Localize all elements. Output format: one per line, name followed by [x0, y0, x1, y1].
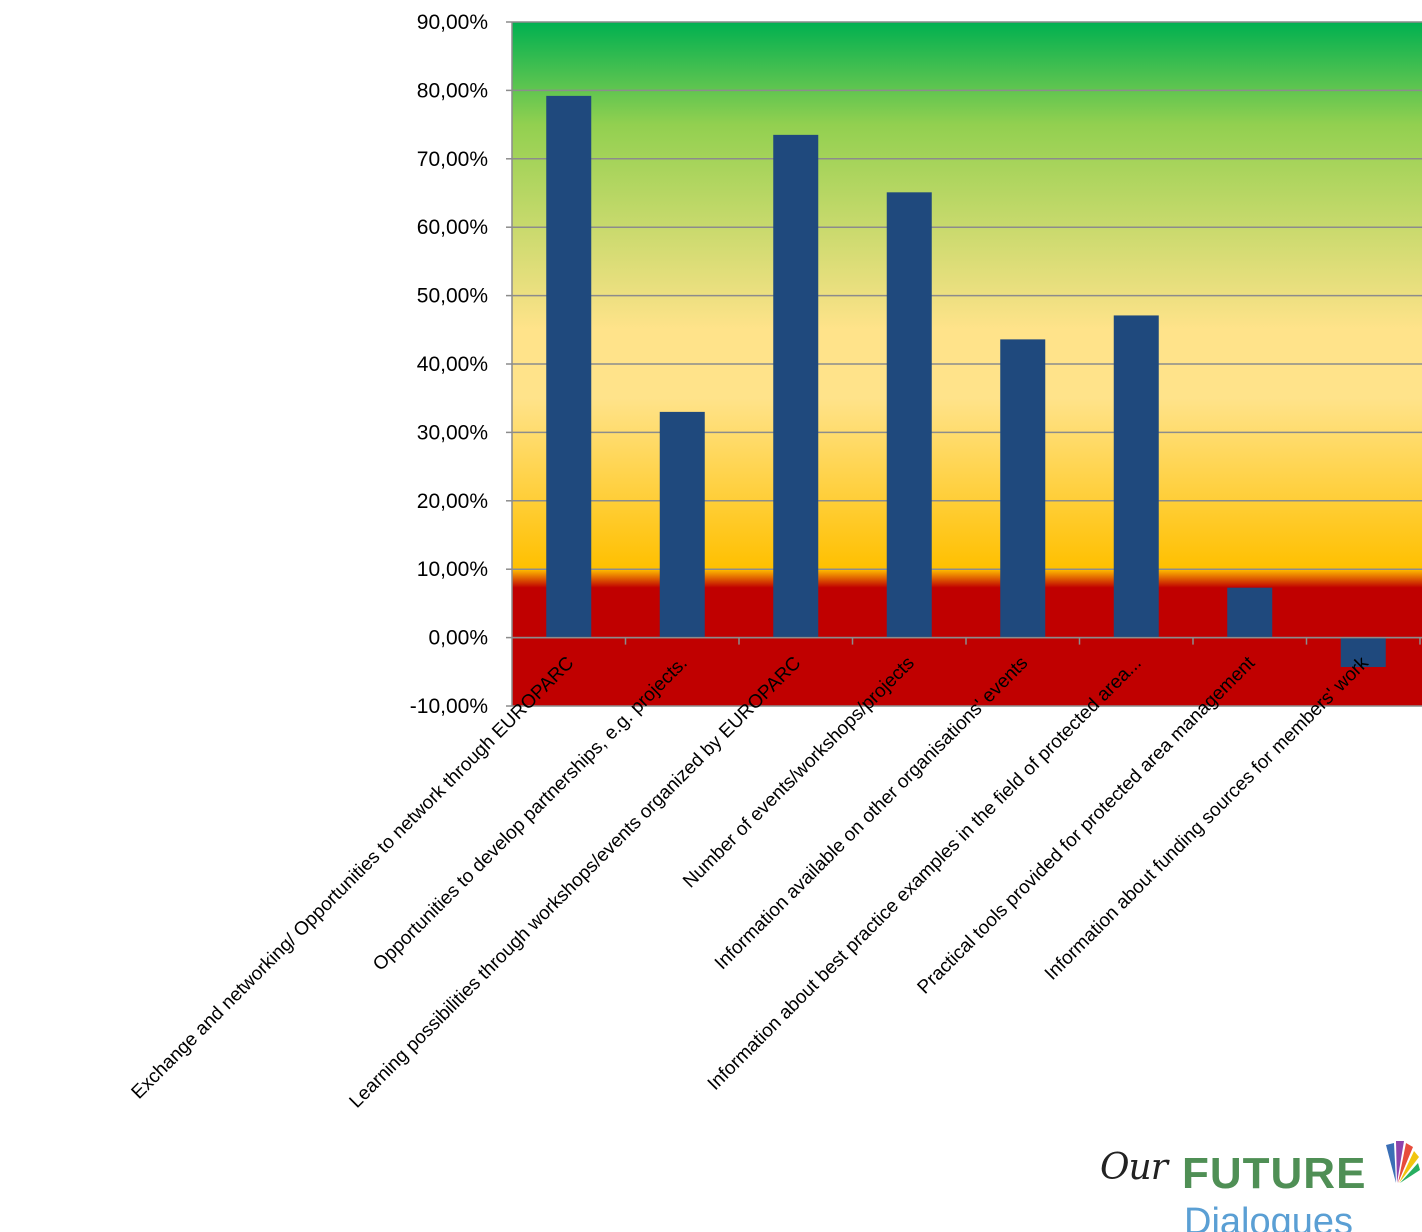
logo-our-text: Our — [1100, 1147, 1168, 1188]
bar — [659, 411, 705, 638]
bar — [1113, 315, 1159, 638]
y-tick-label: 10,00% — [417, 558, 488, 581]
y-tick-label: -10,00% — [410, 695, 488, 718]
logo-future-text: FUTURE — [1182, 1149, 1367, 1198]
y-tick-label: 20,00% — [417, 490, 488, 513]
y-tick-label: 90,00% — [417, 11, 488, 34]
x-tick-label: Learning possibilities through workshops… — [346, 653, 806, 1113]
y-tick-label: 40,00% — [417, 353, 488, 376]
bar — [886, 192, 932, 638]
y-tick-label: 30,00% — [417, 421, 488, 444]
fan-icon — [1386, 1141, 1420, 1183]
our-future-dialogues-logo: Our FUTURE Dialogues — [1100, 1135, 1422, 1232]
y-tick-label: 0,00% — [428, 627, 488, 650]
y-tick-label: 80,00% — [417, 79, 488, 102]
bar — [773, 134, 819, 638]
bar — [1000, 339, 1046, 638]
y-tick-label: 70,00% — [417, 148, 488, 171]
x-tick-label: Exchange and networking/ Opportunities t… — [128, 653, 579, 1104]
bar — [1340, 637, 1386, 668]
y-tick-labels: -10,00% 0,00% 10,00% 20,00% 30,00% 40,00% 50,0… — [410, 11, 488, 718]
bar — [546, 95, 592, 638]
y-tick-label: 60,00% — [417, 216, 488, 239]
axes — [506, 21, 1422, 707]
bar — [1227, 587, 1273, 638]
logo-dialogues-text: Dialogues — [1184, 1201, 1353, 1232]
x-tick-label: Information about best practice examples… — [704, 653, 1146, 1095]
bars — [546, 95, 1386, 668]
x-tick-labels: Exchange and networking/ Opportunities t… — [128, 652, 1374, 1112]
y-tick-label: 50,00% — [417, 285, 488, 308]
